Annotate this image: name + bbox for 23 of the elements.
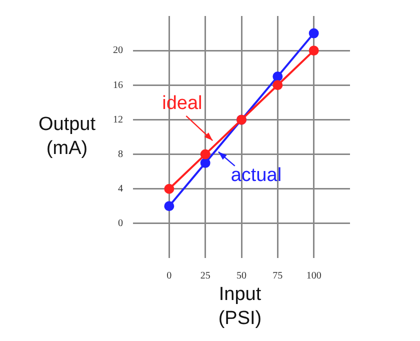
y-tick-label: 0 [118, 218, 123, 230]
y-tick-label: 16 [113, 80, 123, 91]
x-tick-label: 75 [272, 270, 283, 282]
x-axis-title: Input (PSI) [217, 283, 263, 331]
point [272, 72, 283, 82]
x-tick-label: 50 [236, 270, 246, 282]
y-axis-title: Output (mA) [37, 113, 97, 161]
point [164, 184, 174, 194]
point [308, 28, 319, 38]
y-tick-label: 4 [118, 183, 123, 194]
y-tick-label: 12 [113, 114, 123, 126]
y-tick-label: 8 [118, 148, 123, 160]
x-tick-label: 25 [200, 270, 210, 282]
point [200, 149, 210, 160]
legend-label: actual [230, 165, 282, 186]
point [200, 158, 210, 168]
series-label: ideal [162, 93, 202, 114]
x-tick-label: 0 [166, 270, 172, 282]
y-tick-label: 20 [113, 45, 123, 56]
point [164, 201, 174, 212]
x-tick-label: 100 [306, 270, 322, 282]
point [308, 46, 319, 56]
point [272, 80, 283, 90]
